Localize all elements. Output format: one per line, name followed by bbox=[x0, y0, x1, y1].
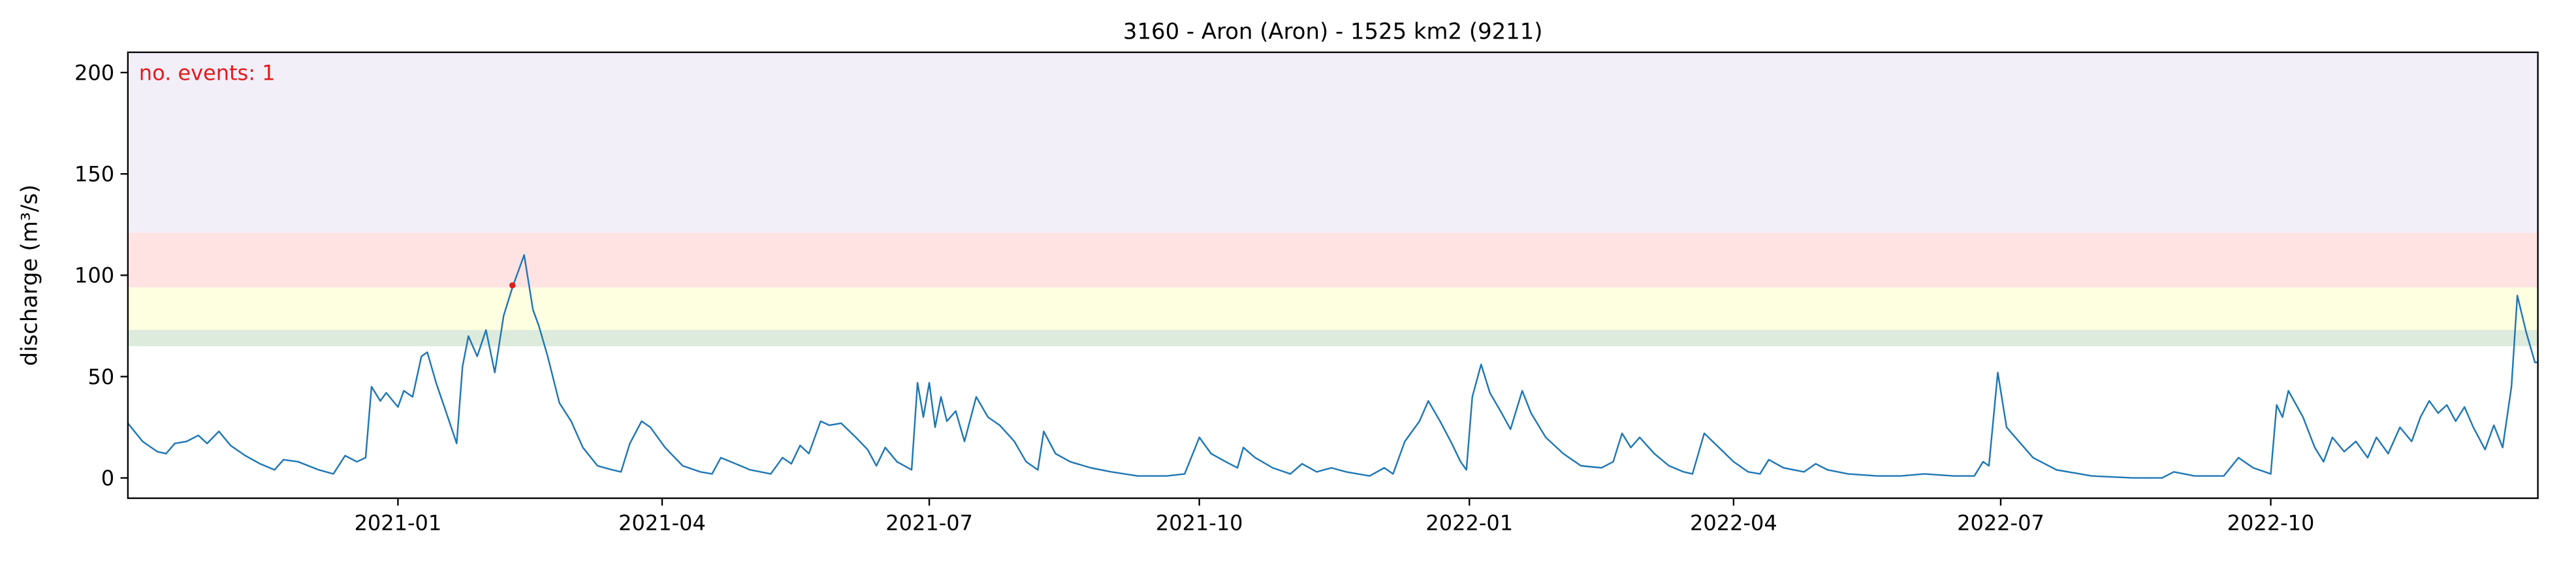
threshold-band-0 bbox=[127, 330, 2538, 346]
y-tick-label: 100 bbox=[74, 263, 114, 288]
x-tick-label: 2021-10 bbox=[1156, 511, 1243, 536]
y-tick-label: 200 bbox=[74, 60, 114, 85]
x-tick-label: 2022-01 bbox=[1425, 511, 1513, 536]
axis-ticks bbox=[120, 71, 2272, 506]
y-tick-labels: 0 50 100 150 200 bbox=[74, 60, 114, 491]
x-tick-label: 2022-07 bbox=[1957, 511, 2044, 536]
x-tick-label: 2021-01 bbox=[355, 511, 442, 536]
y-axis-label: discharge (m³/s) bbox=[16, 184, 42, 366]
y-tick-label: 50 bbox=[87, 365, 114, 389]
threshold-band-3 bbox=[127, 52, 2538, 233]
chart-title: 3160 - Aron (Aron) - 1525 km2 (9211) bbox=[1123, 18, 1543, 44]
threshold-bands bbox=[127, 52, 2538, 346]
x-tick-label: 2022-04 bbox=[1690, 511, 1777, 536]
x-tick-label: 2022-10 bbox=[2227, 511, 2315, 536]
plot-frame bbox=[127, 51, 2539, 499]
y-tick-label: 150 bbox=[74, 161, 114, 186]
events-annotation: no. events: 1 bbox=[139, 60, 276, 85]
y-tick-label: 0 bbox=[101, 466, 114, 491]
x-tick-labels: 2021-01 2021-04 2021-07 2021-10 2022-01 2022-… bbox=[355, 511, 2315, 536]
discharge-series-line bbox=[127, 254, 2538, 479]
x-tick-label: 2021-07 bbox=[885, 511, 973, 536]
threshold-band-1 bbox=[127, 287, 2538, 331]
threshold-band-2 bbox=[127, 233, 2538, 287]
x-tick-label: 2021-04 bbox=[618, 511, 706, 536]
event-marker bbox=[509, 282, 516, 289]
event-markers bbox=[509, 282, 516, 289]
